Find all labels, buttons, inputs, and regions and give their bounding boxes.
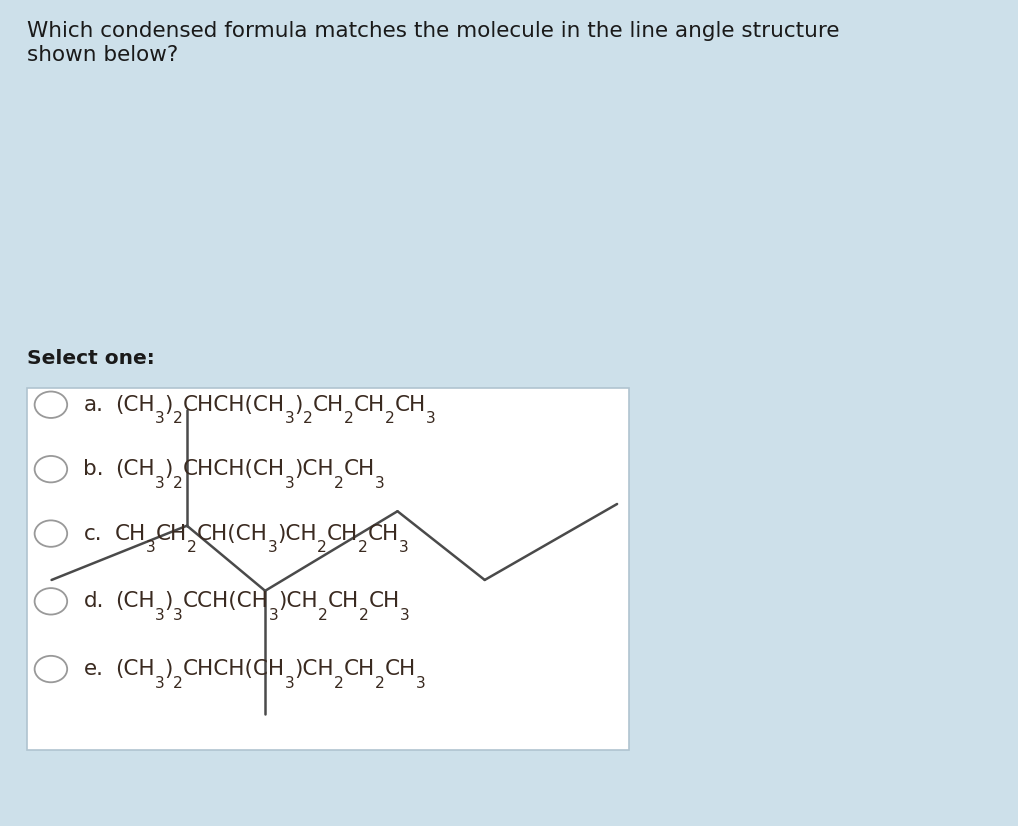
Text: CH(CH: CH(CH xyxy=(197,524,268,544)
Text: 2: 2 xyxy=(385,411,395,426)
Text: 2: 2 xyxy=(318,540,327,555)
Circle shape xyxy=(35,456,67,482)
Text: 2: 2 xyxy=(318,608,328,623)
Text: CH: CH xyxy=(369,591,400,611)
Text: 2: 2 xyxy=(375,676,385,691)
Text: CH: CH xyxy=(313,395,344,415)
Text: 3: 3 xyxy=(173,608,182,623)
Text: 2: 2 xyxy=(358,540,369,555)
Text: 2: 2 xyxy=(334,676,344,691)
Text: 3: 3 xyxy=(285,411,294,426)
Text: CH: CH xyxy=(344,659,375,679)
Circle shape xyxy=(35,656,67,682)
Text: (CH: (CH xyxy=(115,395,155,415)
Text: 3: 3 xyxy=(375,476,385,491)
Text: CHCH(CH: CHCH(CH xyxy=(182,459,285,479)
Text: CH: CH xyxy=(369,524,399,544)
Text: CH: CH xyxy=(395,395,426,415)
Text: Which condensed formula matches the molecule in the line angle structure: Which condensed formula matches the mole… xyxy=(27,21,840,40)
Text: ): ) xyxy=(165,459,173,479)
Text: 3: 3 xyxy=(399,540,409,555)
Text: 2: 2 xyxy=(173,411,182,426)
Circle shape xyxy=(35,392,67,418)
Text: )CH: )CH xyxy=(294,459,334,479)
Text: )CH: )CH xyxy=(278,524,318,544)
Text: Select one:: Select one: xyxy=(27,349,155,368)
Text: 3: 3 xyxy=(426,411,436,426)
Text: 3: 3 xyxy=(416,676,426,691)
Text: )CH: )CH xyxy=(294,659,334,679)
Text: 3: 3 xyxy=(269,608,278,623)
Circle shape xyxy=(35,520,67,547)
Text: CH: CH xyxy=(385,659,416,679)
Text: 3: 3 xyxy=(285,676,294,691)
Text: CH: CH xyxy=(344,459,375,479)
Text: 2: 2 xyxy=(302,411,313,426)
Text: CHCH(CH: CHCH(CH xyxy=(182,659,285,679)
Text: CH: CH xyxy=(327,524,358,544)
Text: ): ) xyxy=(165,659,173,679)
Text: ): ) xyxy=(294,395,302,415)
Circle shape xyxy=(35,588,67,615)
Text: (CH: (CH xyxy=(115,459,155,479)
Text: (CH: (CH xyxy=(115,591,155,611)
Text: (CH: (CH xyxy=(115,659,155,679)
Text: b.: b. xyxy=(83,459,104,479)
Text: CHCH(CH: CHCH(CH xyxy=(182,395,285,415)
Text: 2: 2 xyxy=(187,540,197,555)
Text: CH: CH xyxy=(353,395,385,415)
Text: 2: 2 xyxy=(334,476,344,491)
Text: 3: 3 xyxy=(155,476,165,491)
Text: ): ) xyxy=(165,395,173,415)
Text: 3: 3 xyxy=(147,540,156,555)
Text: 3: 3 xyxy=(268,540,278,555)
Text: 2: 2 xyxy=(344,411,353,426)
Text: CH: CH xyxy=(328,591,358,611)
Text: 2: 2 xyxy=(173,676,182,691)
Text: a.: a. xyxy=(83,395,104,415)
Text: shown below?: shown below? xyxy=(27,45,179,65)
Text: e.: e. xyxy=(83,659,104,679)
FancyBboxPatch shape xyxy=(27,388,629,750)
Text: 2: 2 xyxy=(358,608,369,623)
Text: 3: 3 xyxy=(285,476,294,491)
Text: 3: 3 xyxy=(155,608,165,623)
Text: CH: CH xyxy=(156,524,187,544)
Text: )CH: )CH xyxy=(278,591,318,611)
Text: d.: d. xyxy=(83,591,104,611)
Text: 3: 3 xyxy=(155,411,165,426)
Text: CCH(CH: CCH(CH xyxy=(182,591,269,611)
Text: c.: c. xyxy=(83,524,102,544)
Text: ): ) xyxy=(165,591,173,611)
Text: 3: 3 xyxy=(155,676,165,691)
Text: 2: 2 xyxy=(173,476,182,491)
Text: CH: CH xyxy=(115,524,147,544)
Text: 3: 3 xyxy=(400,608,409,623)
